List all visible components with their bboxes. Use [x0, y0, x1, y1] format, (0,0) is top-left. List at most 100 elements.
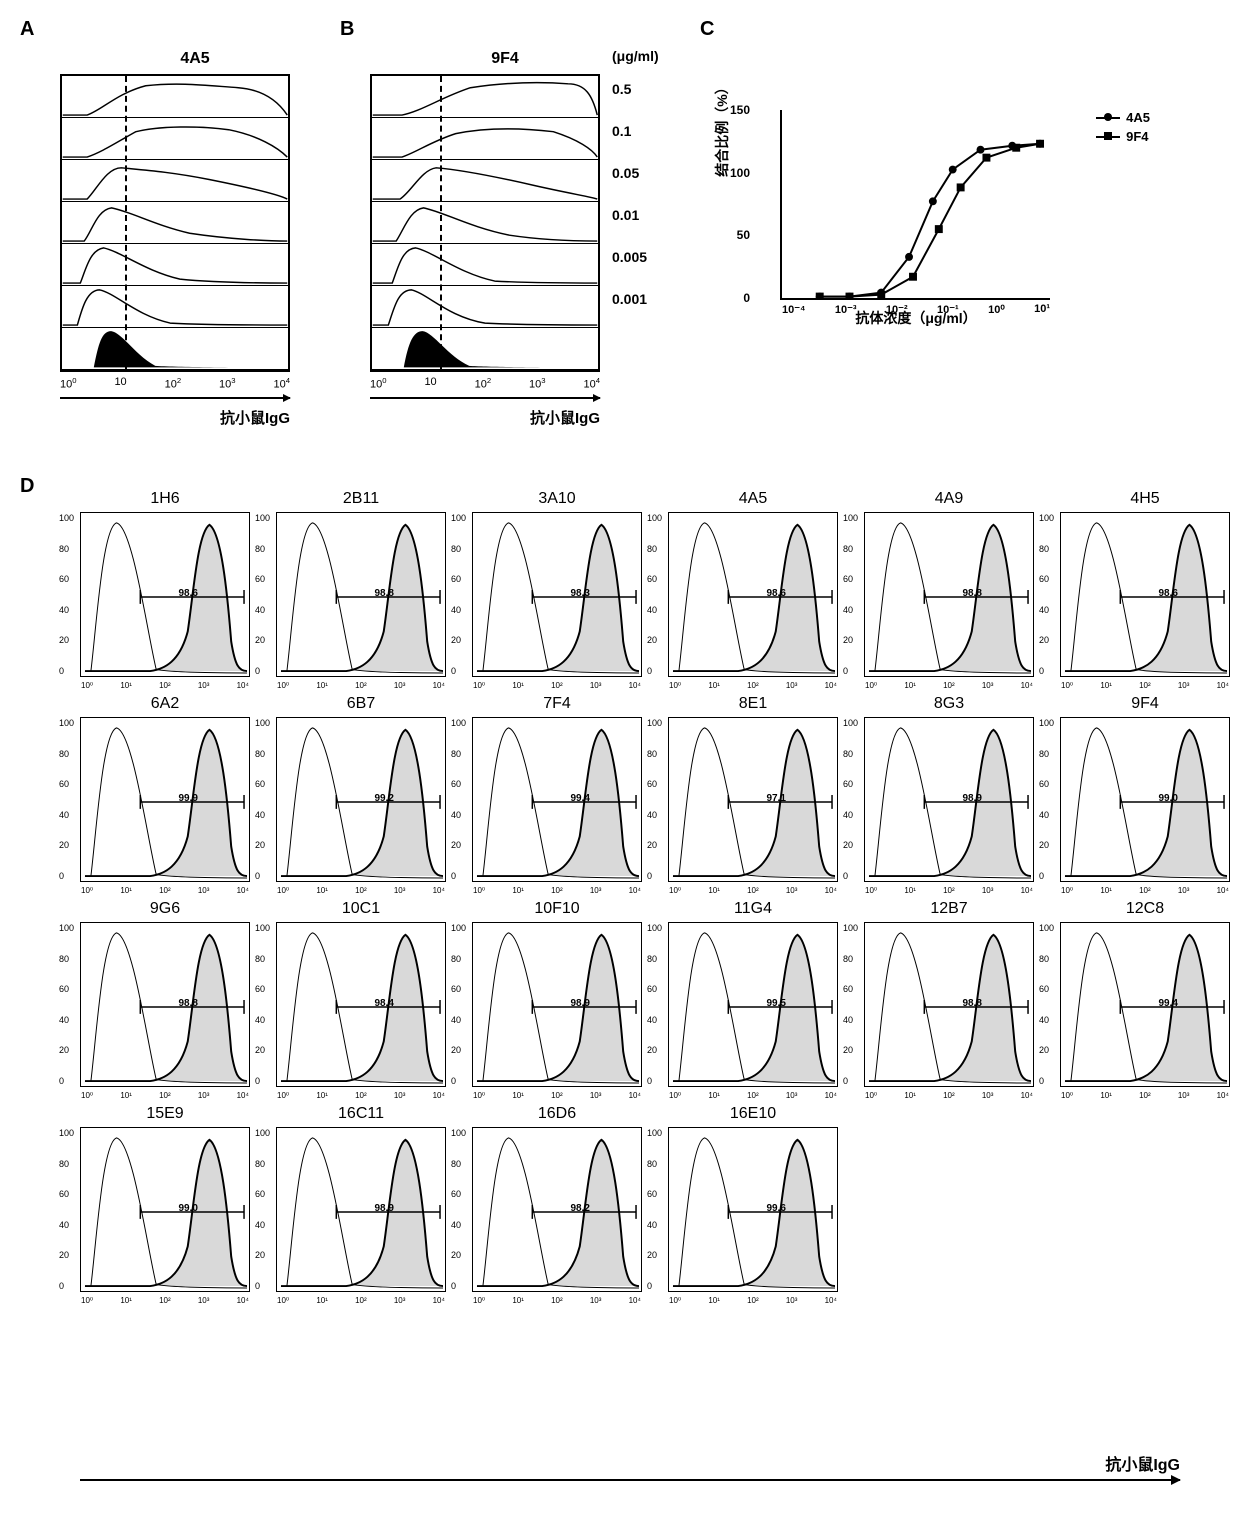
- curve-marker: [982, 154, 990, 162]
- facs-plot: 98.602040608010010⁰10¹10²10³10⁴: [80, 512, 250, 677]
- facs-xticks: 10⁰10¹10²10³10⁴: [277, 1091, 445, 1100]
- facs-title: 11G4: [668, 900, 838, 918]
- facs-gate-value: 98.8: [374, 588, 393, 599]
- facs-title: 6A2: [80, 695, 250, 713]
- facs-plot: 99.202040608010010⁰10¹10²10³10⁴: [276, 717, 446, 882]
- hist-row: [62, 244, 288, 286]
- facs-plot: 98.902040608010010⁰10¹10²10³10⁴: [472, 922, 642, 1087]
- facs-xticks: 10⁰10¹10²10³10⁴: [81, 1296, 249, 1305]
- hist-tick: 10: [424, 376, 436, 391]
- facs-row: 6A2 99.902040608010010⁰10¹10²10³10⁴ 6B7 99.…: [80, 695, 1180, 882]
- facs-plot: 98.802040608010010⁰10¹10²10³10⁴: [864, 512, 1034, 677]
- hist-dash-line: [440, 76, 442, 370]
- facs-yticks: 020406080100: [255, 1128, 270, 1291]
- binding-curve-chart: 结合比例（%） 抗体浓度（μg/ml） 050100150 10⁻⁴10⁻³10…: [730, 100, 1060, 330]
- facs-plot: 98.802040608010010⁰10¹10²10³10⁴: [864, 922, 1034, 1087]
- facs-plot: 98.302040608010010⁰10¹10²10³10⁴: [472, 512, 642, 677]
- facs-gate-value: 98.6: [766, 588, 785, 599]
- facs-plot: 98.802040608010010⁰10¹10²10³10⁴: [80, 922, 250, 1087]
- facs-plot: 99.402040608010010⁰10¹10²10³10⁴: [472, 717, 642, 882]
- facs-yticks: 020406080100: [59, 1128, 74, 1291]
- facs-title: 16E10: [668, 1105, 838, 1123]
- facs-title: 4H5: [1060, 490, 1230, 508]
- facs-gate-value: 98.9: [962, 793, 981, 804]
- facs-cell-6B7: 6B7 99.202040608010010⁰10¹10²10³10⁴: [276, 695, 446, 882]
- top-row: 4A5 10010102103104 抗小鼠IgG 9F4 100 10 102 10…: [0, 20, 1240, 450]
- facs-title: 16C11: [276, 1105, 446, 1123]
- facs-title: 16D6: [472, 1105, 642, 1123]
- conc-value: 0.5: [612, 68, 647, 110]
- facs-xticks: 10⁰10¹10²10³10⁴: [1061, 681, 1229, 690]
- facs-plot: 97.102040608010010⁰10¹10²10³10⁴: [668, 717, 838, 882]
- facs-gate-value: 98.6: [1158, 588, 1177, 599]
- facs-xticks: 10⁰10¹10²10³10⁴: [669, 1091, 837, 1100]
- facs-gate-value: 98.8: [178, 998, 197, 1009]
- facs-xticks: 10⁰10¹10²10³10⁴: [277, 681, 445, 690]
- facs-yticks: 020406080100: [451, 923, 466, 1086]
- facs-yticks: 020406080100: [843, 513, 858, 676]
- facs-grid: 1H698.602040608010010⁰10¹10²10³10⁴2B1198…: [0, 490, 1240, 1292]
- facs-row: 9G698.802040608010010⁰10¹10²10³10⁴10C198…: [80, 900, 1180, 1087]
- hist-tick: 102: [165, 376, 182, 391]
- hist-axis-b: 10010102103104: [370, 372, 600, 391]
- facs-plot: 98.602040608010010⁰10¹10²10³10⁴: [668, 512, 838, 677]
- facs-cell-8E1: 8E197.102040608010010⁰10¹10²10³10⁴: [668, 695, 838, 882]
- facs-plot: 99.002040608010010⁰10¹10²10³10⁴: [1060, 717, 1230, 882]
- curve-ytick: 100: [730, 166, 750, 180]
- facs-yticks: 020406080100: [1039, 923, 1054, 1086]
- hist-row: [62, 202, 288, 244]
- facs-plot: 99.502040608010010⁰10¹10²10³10⁴: [668, 922, 838, 1087]
- panel-a-xlabel: 抗小鼠IgG: [60, 407, 290, 428]
- hist-row: [372, 118, 598, 160]
- facs-title: 9G6: [80, 900, 250, 918]
- facs-cell-12C8: 12C899.402040608010010⁰10¹10²10³10⁴: [1060, 900, 1230, 1087]
- panel-d: 1H698.602040608010010⁰10¹10²10³10⁴2B1198…: [0, 490, 1240, 1310]
- facs-gate-value: 99.4: [570, 793, 589, 804]
- conc-value: 0.05: [612, 152, 647, 194]
- facs-plot: 98.602040608010010⁰10¹10²10³10⁴: [1060, 512, 1230, 677]
- facs-xticks: 10⁰10¹10²10³10⁴: [865, 886, 1033, 895]
- bottom-xlabel: 抗小鼠IgG: [1105, 1451, 1180, 1475]
- facs-xticks: 10⁰10¹10²10³10⁴: [669, 681, 837, 690]
- curve-marker: [877, 291, 885, 299]
- curve-marker: [1036, 140, 1044, 148]
- facs-cell-9F4: 9F499.002040608010010⁰10¹10²10³10⁴: [1060, 695, 1230, 882]
- facs-gate-value: 99.5: [766, 998, 785, 1009]
- facs-row: 1H698.602040608010010⁰10¹10²10³10⁴2B1198…: [80, 490, 1180, 677]
- facs-xticks: 10⁰10¹10²10³10⁴: [81, 886, 249, 895]
- facs-yticks: 020406080100: [647, 923, 662, 1086]
- facs-gate-value: 98.8: [962, 588, 981, 599]
- facs-gate-value: 98.6: [178, 588, 197, 599]
- facs-plot: 99.402040608010010⁰10¹10²10³10⁴: [1060, 922, 1230, 1087]
- facs-xticks: 10⁰10¹10²10³10⁴: [669, 886, 837, 895]
- facs-yticks: 020406080100: [647, 718, 662, 881]
- bottom-arrow: [80, 1479, 1180, 1481]
- facs-cell-2B11: 2B1198.802040608010010⁰10¹10²10³10⁴: [276, 490, 446, 677]
- facs-title: 7F4: [472, 695, 642, 713]
- panel-b-xlabel: 抗小鼠IgG: [370, 407, 600, 428]
- curve-marker: [846, 293, 854, 299]
- hist-baseline: [62, 328, 288, 370]
- hist-row: [372, 244, 598, 286]
- curve-marker: [977, 146, 985, 154]
- facs-plot: 98.402040608010010⁰10¹10²10³10⁴: [276, 922, 446, 1087]
- facs-yticks: 020406080100: [843, 923, 858, 1086]
- legend-item-9F4: 9F4: [1096, 129, 1150, 144]
- facs-cell-3A10: 3A1098.302040608010010⁰10¹10²10³10⁴: [472, 490, 642, 677]
- facs-plot: 99.902040608010010⁰10¹10²10³10⁴: [80, 717, 250, 882]
- facs-yticks: 020406080100: [647, 1128, 662, 1291]
- facs-gate-value: 99.6: [766, 1203, 785, 1214]
- legend-label: 4A5: [1126, 110, 1150, 125]
- facs-title: 4A9: [864, 490, 1034, 508]
- facs-title: 4A5: [668, 490, 838, 508]
- facs-xticks: 10⁰10¹10²10³10⁴: [81, 681, 249, 690]
- facs-yticks: 020406080100: [255, 923, 270, 1086]
- facs-xticks: 10⁰10¹10²10³10⁴: [865, 681, 1033, 690]
- facs-xticks: 10⁰10¹10²10³10⁴: [1061, 886, 1229, 895]
- facs-cell-16D6: 16D698.202040608010010⁰10¹10²10³10⁴: [472, 1105, 642, 1292]
- facs-title: 6B7: [276, 695, 446, 713]
- facs-cell-6A2: 6A2 99.902040608010010⁰10¹10²10³10⁴: [80, 695, 250, 882]
- hist-tick: 104: [583, 376, 600, 391]
- hist-baseline: [372, 328, 598, 370]
- facs-yticks: 020406080100: [451, 718, 466, 881]
